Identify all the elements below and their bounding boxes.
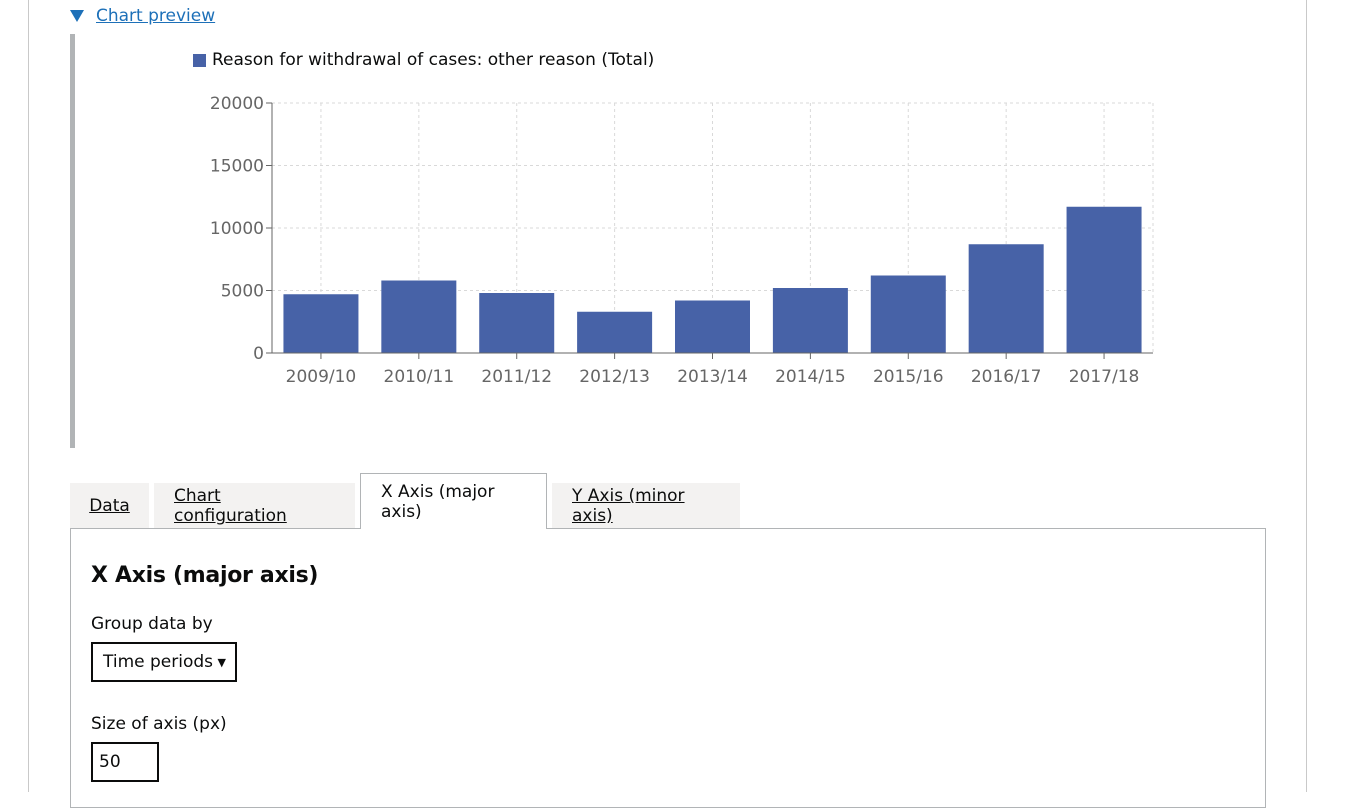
axis-size-label: Size of axis (px) [91,714,227,734]
x-tick-label: 2016/17 [971,367,1042,387]
expanded-triangle-icon [70,10,84,22]
chart-preview-summary: Chart preview [96,6,216,26]
y-tick-labels: 0 5000 10000 15000 20000 [210,94,264,364]
group-data-select[interactable]: Time periods ▼ [91,642,237,682]
bar-2011/12 [479,293,555,353]
x-tick-label: 2015/16 [873,367,944,387]
bar-2014/15 [772,288,848,353]
bar-chart: 0 5000 10000 15000 20000 2009/10 2010/11 2011/… [210,94,1154,387]
bar-2009/10 [283,294,359,353]
x-tick-label: 2017/18 [1069,367,1140,387]
y-tick-label: 0 [253,344,264,364]
chart-axes [266,102,1153,359]
details-content-border [70,34,75,448]
bar-2016/17 [968,244,1044,353]
tab-y-axis[interactable]: Y Axis (minor axis) [552,483,740,529]
chart-legend: Reason for withdrawal of cases: other re… [193,50,654,70]
bar-2010/11 [381,280,457,353]
x-tick-label: 2010/11 [384,367,455,387]
x-axis-panel: X Axis (major axis) Group data by Time p… [70,528,1266,808]
axis-size-input[interactable] [91,742,159,782]
x-tick-label: 2012/13 [579,367,650,387]
tab-data[interactable]: Data [70,483,149,529]
bar-2015/16 [870,275,946,353]
legend-swatch [193,53,206,67]
dropdown-caret-icon: ▼ [217,656,226,669]
legend-label: Reason for withdrawal of cases: other re… [212,50,655,70]
y-tick-label: 20000 [210,94,264,114]
chart-bars [283,206,1142,353]
y-tick-label: 10000 [210,219,264,239]
tab-chart-configuration[interactable]: Chart configuration [154,483,355,529]
chart-preview-toggle[interactable]: Chart preview [70,4,215,28]
x-tick-label: 2013/14 [677,367,748,387]
bar-2012/13 [577,311,653,353]
tab-list: Data Chart configuration X Axis (major a… [70,473,745,529]
x-tick-labels: 2009/10 2010/11 2011/12 2012/13 2013/14 2014/… [286,367,1140,387]
group-data-value: Time periods [103,652,214,672]
bar-2017/18 [1066,206,1142,353]
group-data-label: Group data by [91,614,213,634]
x-tick-label: 2009/10 [286,367,357,387]
tab-x-axis[interactable]: X Axis (major axis) [360,473,547,529]
y-tick-label: 5000 [221,282,264,302]
x-tick-label: 2014/15 [775,367,846,387]
y-tick-label: 15000 [210,157,264,177]
bar-2013/14 [675,300,750,353]
x-tick-label: 2011/12 [481,367,552,387]
page-container [28,0,1307,792]
panel-title: X Axis (major axis) [91,563,319,588]
